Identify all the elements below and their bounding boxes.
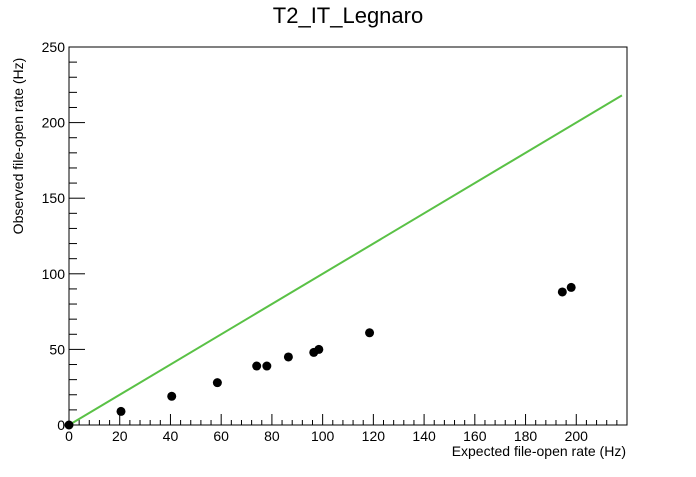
series-layer: [64, 94, 623, 430]
data-point: [262, 361, 272, 371]
y-tick-label: 50: [49, 341, 65, 357]
x-axis-label: Expected file-open rate (Hz): [452, 443, 626, 459]
x-tick-label: 60: [213, 428, 229, 444]
x-tick-label: 140: [412, 428, 436, 444]
y-tick-label: 150: [42, 190, 66, 206]
reference-line: [68, 94, 623, 426]
plot-frame: [68, 46, 628, 426]
data-point: [167, 391, 177, 401]
x-tick-label: 100: [311, 428, 335, 444]
x-tick-label: 160: [463, 428, 487, 444]
y-tick-label: 0: [57, 417, 65, 433]
y-axis: 0 50 100 150 200 250: [42, 39, 85, 433]
data-point: [64, 420, 74, 430]
x-tick-label: 40: [163, 428, 179, 444]
data-point: [365, 328, 375, 338]
y-axis-label: Observed file-open rate (Hz): [10, 58, 26, 235]
x-tick-label: 180: [514, 428, 538, 444]
y-tick-label: 250: [42, 39, 66, 55]
x-tick-label: 200: [565, 428, 589, 444]
data-point: [116, 406, 126, 416]
chart-title: T2_IT_Legnaro: [273, 3, 423, 28]
data-point: [212, 378, 222, 388]
data-point: [566, 282, 576, 292]
x-tick-label: 80: [264, 428, 280, 444]
x-tick-label: 20: [112, 428, 128, 444]
data-point: [252, 361, 262, 371]
data-point: [314, 344, 324, 354]
plot-border: [68, 46, 628, 426]
data-point: [557, 287, 567, 297]
data-point: [283, 352, 293, 362]
x-axis: 0 20 40 60 80 100 120 140 160 180 200: [65, 414, 628, 444]
x-tick-label: 120: [362, 428, 386, 444]
y-tick-label: 200: [42, 115, 66, 131]
y-tick-label: 100: [42, 266, 66, 282]
x-tick-label: 0: [65, 428, 73, 444]
